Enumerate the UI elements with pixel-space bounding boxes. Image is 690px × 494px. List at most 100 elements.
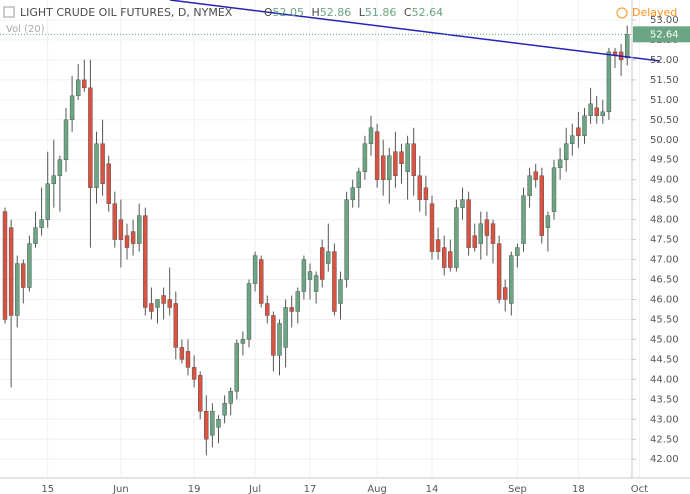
candle-body — [551, 167, 557, 212]
candle-body — [374, 131, 380, 180]
candle-body — [320, 247, 325, 280]
candle-body — [283, 307, 288, 348]
x-tick-label: Jul — [248, 484, 261, 494]
y-tick-label: 42.50 — [650, 434, 679, 445]
candle-body — [112, 203, 118, 240]
y-tick-label: 52.00 — [650, 55, 679, 66]
candle-body — [600, 111, 605, 117]
candle-body — [252, 255, 258, 284]
candle-body — [606, 51, 612, 113]
candle-body — [539, 175, 544, 236]
candle-body — [136, 215, 142, 244]
x-tick-label: 15 — [41, 484, 54, 494]
y-tick-label: 53.00 — [650, 15, 679, 26]
candle-body — [197, 375, 203, 412]
y-tick-label: 49.00 — [650, 175, 679, 186]
candle-body — [51, 175, 56, 184]
candle-body — [484, 219, 490, 236]
candle-body — [362, 143, 368, 172]
candle-body — [204, 411, 209, 440]
candle-body — [259, 259, 264, 304]
x-tick-label: 17 — [304, 484, 317, 494]
candle-body — [149, 303, 154, 312]
candle-body — [588, 103, 593, 117]
chart-title: LIGHT CRUDE OIL FUTURES, D, NYMEX — [20, 6, 233, 19]
candle-body — [381, 155, 386, 180]
x-tick-label: Jun — [112, 484, 129, 494]
candle-body — [570, 135, 575, 144]
low-value: 51.86 — [365, 6, 397, 19]
y-tick-label: 50.00 — [650, 135, 679, 146]
candle-body — [246, 283, 252, 340]
candle-body — [27, 243, 32, 288]
collapse-icon[interactable] — [3, 6, 15, 18]
candle-body — [69, 95, 75, 120]
candle-body — [179, 347, 185, 360]
last-price-tag — [633, 26, 690, 43]
candle-body — [265, 303, 270, 316]
y-tick-label: 43.00 — [650, 414, 679, 425]
y-tick-label: 45.50 — [650, 314, 679, 325]
candle-body — [155, 299, 160, 308]
candle-body — [356, 171, 361, 188]
delayed-icon — [616, 7, 628, 19]
close-value: 52.64 — [412, 6, 444, 19]
candle-body — [594, 107, 599, 117]
candle-body — [295, 291, 300, 312]
candle-body — [228, 391, 233, 404]
volume-label: Vol (20) — [6, 24, 45, 35]
candle-body — [216, 419, 221, 428]
candle-body — [21, 263, 26, 288]
y-tick-label: 48.00 — [650, 215, 679, 226]
last-price-label: 52.64 — [650, 29, 679, 40]
candle-body — [14, 263, 20, 316]
candle-body — [63, 119, 69, 160]
candle-body — [161, 295, 166, 304]
candle-body — [106, 163, 111, 204]
candle-body — [173, 303, 179, 348]
candle-body — [45, 183, 50, 220]
candle-body — [289, 307, 294, 312]
candle-body — [344, 199, 349, 280]
candle-body — [472, 235, 477, 248]
candle-body — [39, 219, 44, 228]
candle-body — [57, 159, 63, 176]
candle-body — [411, 143, 416, 176]
candle-body — [503, 287, 508, 300]
candle-body — [435, 239, 441, 252]
legend-header: LIGHT CRUDE OIL FUTURES, D, NYMEX O52.05… — [20, 6, 443, 19]
candle-body — [301, 259, 307, 292]
x-tick-label: Aug — [367, 484, 387, 494]
candle-body — [460, 199, 465, 208]
candle-body — [167, 299, 172, 308]
candle-body — [271, 315, 276, 356]
x-tick-label: 18 — [572, 484, 585, 494]
candle-body — [564, 143, 569, 160]
x-tick-label: Oct — [631, 484, 648, 494]
x-tick-label: 14 — [426, 484, 439, 494]
y-tick-label: 48.50 — [650, 195, 679, 206]
candle-body — [143, 215, 148, 308]
candle-body — [417, 175, 422, 200]
candle-body — [368, 127, 374, 144]
status[interactable]: Delayed — [632, 6, 677, 19]
candle-body — [399, 151, 404, 164]
candle-body — [8, 227, 14, 316]
candle-body — [240, 339, 246, 344]
candle-body — [576, 127, 581, 136]
x-tick-label: 19 — [188, 484, 201, 494]
candle-body — [338, 279, 343, 304]
open-label: O — [264, 6, 273, 19]
candle-body — [100, 143, 105, 184]
candle-body — [405, 143, 410, 172]
candle-body — [82, 79, 87, 89]
candle-body — [124, 235, 130, 248]
candle-body — [350, 187, 355, 200]
candle-body — [429, 203, 435, 252]
candle-body — [442, 247, 447, 268]
y-tick-label: 51.50 — [650, 75, 679, 86]
candle-body — [130, 231, 136, 244]
candle-body — [545, 215, 551, 228]
candle-body — [118, 219, 124, 240]
